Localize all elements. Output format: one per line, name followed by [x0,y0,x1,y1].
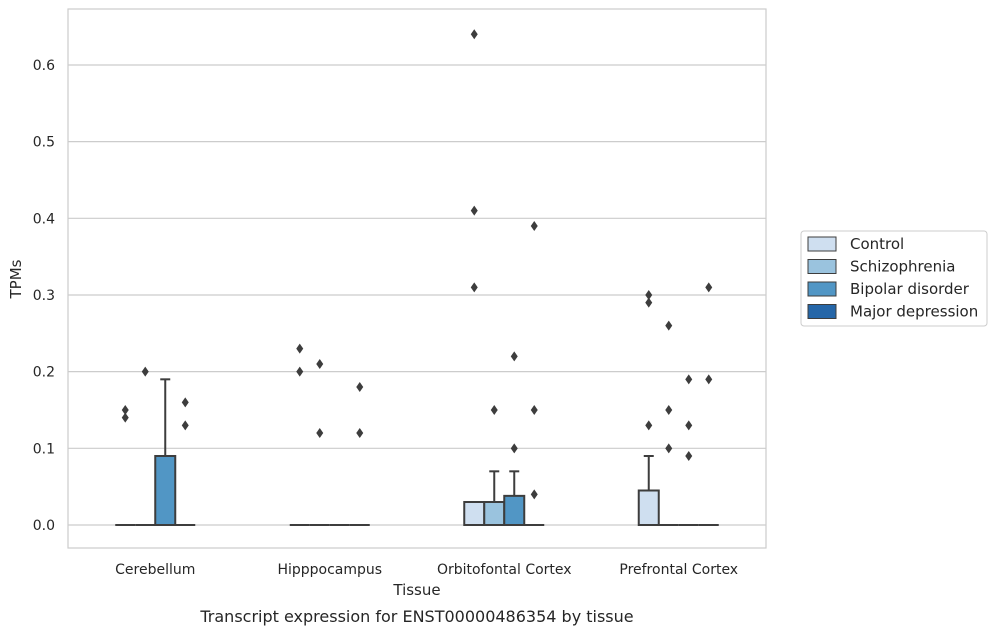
outlier-point [316,427,324,438]
x-axis-ticks: Cerebellum Hipppocampus Orbitofontal Corte… [115,562,738,578]
legend-label: Control [850,235,904,253]
outlier-point [665,404,673,415]
box [503,494,526,526]
box [637,489,660,526]
outlier-point [665,320,673,331]
y-axis-label: TPMs [7,259,25,299]
y-tick-label: 0.2 [33,365,55,381]
gridlines [68,64,766,526]
outlier-point [181,397,189,408]
outlier-point [121,412,129,423]
box [463,500,486,526]
outlier-point [356,381,364,392]
outlier-point [705,282,713,293]
x-tick-label: Orbitofontal Cortex [437,562,572,578]
y-tick-label: 0.5 [33,135,55,151]
outlier-point [121,404,129,415]
outlier-point [181,420,189,431]
outlier-point [530,404,538,415]
outlier-point [296,366,304,377]
x-axis-label: Tissue [392,581,440,599]
x-tick-label: Hipppocampus [277,562,382,578]
plot-frame [67,8,767,549]
outlier-point [645,420,653,431]
boxes [115,378,719,526]
y-tick-label: 0.4 [33,211,55,227]
legend: Control Schizophrenia Bipolar disorder Majo… [800,230,988,327]
y-tick-label: 0.1 [33,441,55,457]
outlier-point [685,420,693,431]
legend-swatch [807,236,837,252]
x-tick-label: Prefrontal Cortex [619,562,738,578]
y-tick-label: 0.3 [33,288,55,304]
legend-swatch [807,259,837,274]
outlier-point [530,220,538,231]
outlier-point [645,297,653,308]
outlier-point [645,289,653,300]
legend-frame [800,230,988,327]
outlier-point [705,374,713,385]
outlier-point [665,443,673,454]
y-tick-label: 0.6 [33,58,55,74]
y-tick-label: 0.0 [33,518,55,534]
outlier-point [470,29,478,40]
outlier-point [356,427,364,438]
outlier-point [470,282,478,293]
box [483,500,506,526]
outlier-point [296,343,304,354]
legend-label: Major depression [850,303,978,321]
legend-swatch [807,281,837,297]
outlier-point [510,443,518,454]
outlier-point [141,366,149,377]
legend-items: Control Schizophrenia Bipolar disorder Majo… [807,235,978,321]
outlier-point [490,404,498,415]
chart-caption: Transcript expression for ENST0000048635… [199,607,633,626]
outlier-point [316,358,324,369]
legend-swatch [807,304,837,319]
outlier-point [530,489,538,500]
y-axis-ticks: 0.0 0.1 0.2 0.3 0.4 0.5 0.6 [33,58,55,534]
outlier-point [685,374,693,385]
outliers [121,29,713,500]
legend-label: Schizophrenia [850,258,955,276]
outlier-point [470,205,478,216]
legend-label: Bipolar disorder [850,280,970,298]
x-tick-label: Cerebellum [115,562,195,578]
outlier-point [510,351,518,362]
box [154,454,177,526]
outlier-point [685,450,693,461]
